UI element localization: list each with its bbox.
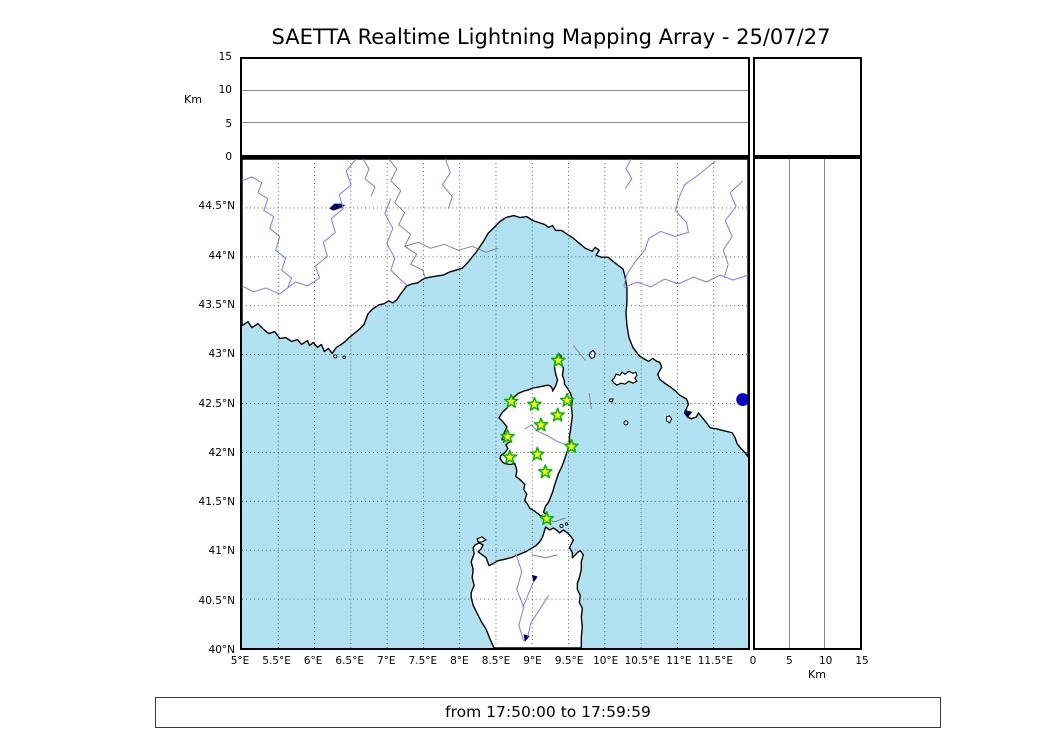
longitude-tick-label: 7.5°E <box>408 655 438 667</box>
altitude-longitude-panel <box>240 57 750 157</box>
river-alpine-1 <box>362 159 376 197</box>
island-giglio <box>666 415 673 424</box>
station-star-marker <box>550 407 565 422</box>
longitude-tick-label: 11°E <box>666 655 692 667</box>
longitude-tick-label: 8.5°E <box>481 655 511 667</box>
island-hyeres-2 <box>342 355 346 360</box>
island-hyeres-1 <box>333 354 338 359</box>
maritime-line-bonifacio-2 <box>531 554 558 559</box>
station-star-marker <box>564 438 579 453</box>
page-title: SAETTA Realtime Lightning Mapping Array … <box>271 25 831 49</box>
river-sardinia-2 <box>527 595 549 638</box>
lightning-source-dots <box>736 393 748 407</box>
altitude-tick-label-top: 5 <box>225 117 232 130</box>
longitude-tick-label: 10°E <box>593 655 619 667</box>
lightning-source-dot <box>736 393 748 407</box>
altitude-gridline-5km <box>242 122 748 123</box>
altitude-tick-label-top: 15 <box>218 51 232 63</box>
longitude-tick-label: 10.5°E <box>624 655 660 667</box>
longitude-tick-label: 8°E <box>450 655 469 667</box>
latitude-tick-label: 42°N <box>208 446 235 459</box>
island-pianosa <box>608 398 614 403</box>
altitude-tick-label-top: 10 <box>218 84 232 97</box>
island-montecristo <box>623 420 629 426</box>
longitude-tick-label: 5.5°E <box>262 655 291 667</box>
river-sardinia-3 <box>522 581 535 608</box>
station-star-marker <box>551 352 566 367</box>
river-tuscany-3 <box>624 159 633 190</box>
river-var <box>384 198 408 286</box>
river-golo-corsica <box>524 424 570 447</box>
lake-serre-poncon <box>329 203 346 211</box>
latitude-tick-label: 40.5°N <box>198 594 235 607</box>
station-star-marker <box>538 464 553 479</box>
corner-panel <box>753 57 862 157</box>
altitude-tick-label-right: 10 <box>818 655 833 667</box>
altitude-latitude-panel <box>753 157 862 650</box>
map-canvas <box>242 159 748 648</box>
latitude-tick-label: 44.5°N <box>198 200 235 213</box>
river-durance-west <box>242 176 293 295</box>
station-star-marker <box>502 449 518 464</box>
borders <box>388 159 592 559</box>
altitude-gridline-5km <box>789 159 790 648</box>
station-star-marker <box>529 446 545 461</box>
time-range-text: from 17:50:00 to 17:59:59 <box>445 703 651 721</box>
altitude-axis-label-top: Km <box>184 93 202 106</box>
longitude-tick-label: 9.5°E <box>554 655 584 667</box>
station-star-marker <box>533 417 549 432</box>
altitude-gridline-10km <box>242 90 748 91</box>
river-alpine-2 <box>441 159 453 209</box>
maritime-line-east <box>588 393 592 410</box>
latitude-tick-label: 43°N <box>208 348 235 361</box>
latitude-tick-label: 41.5°N <box>198 496 235 509</box>
station-star-marker <box>539 511 555 526</box>
border-france-italy <box>388 159 426 279</box>
altitude-tick-label-right: 5 <box>785 655 793 667</box>
station-markers <box>500 352 579 526</box>
island-asinara <box>476 536 488 543</box>
lake-coghinas <box>531 574 538 583</box>
station-star-marker <box>559 392 575 407</box>
island-maddalena-1 <box>559 523 564 529</box>
river-arno <box>623 274 748 289</box>
longitude-tick-label: 6.5°E <box>335 655 364 667</box>
lake-orbetello-lagoon <box>684 409 693 418</box>
maritime-line-capcorse <box>573 345 586 361</box>
station-star-marker <box>500 429 515 444</box>
altitude-tick-label-right: 15 <box>855 655 869 667</box>
coastline-continent <box>242 159 748 458</box>
latitude-tick-label: 43.5°N <box>198 298 235 311</box>
longitude-tick-label: 6°E <box>303 655 323 667</box>
river-sardinia-1 <box>515 553 525 642</box>
island-elba <box>611 370 638 386</box>
river-tuscany-2 <box>722 180 744 279</box>
map-panel <box>240 157 750 650</box>
longitude-tick-label: 11.5°E <box>697 655 734 667</box>
river-tuscany-1 <box>623 160 716 287</box>
river-durance <box>287 159 357 289</box>
longitude-tick-label: 5°E <box>230 655 250 667</box>
station-star-marker <box>527 396 542 411</box>
latitude-tick-label: 40°N <box>208 644 235 656</box>
station-star-marker <box>503 393 519 408</box>
coastline-corsica <box>498 352 574 519</box>
longitude-tick-label: 9°E <box>523 655 542 667</box>
altitude-gridline-10km <box>824 159 825 648</box>
latitude-tick-label: 44°N <box>208 249 235 262</box>
rivers <box>242 159 748 642</box>
border-liguria-branch <box>404 241 499 253</box>
island-maddalena-2 <box>564 522 569 526</box>
time-range-box: from 17:50:00 to 17:59:59 <box>155 697 941 728</box>
altitude-tick-label-top: 0 <box>225 151 232 163</box>
latitude-tick-label: 41°N <box>208 545 235 558</box>
altitude-tick-label-right: 0 <box>749 655 757 667</box>
longitude-tick-label: 7°E <box>376 655 396 667</box>
coastline-sardinia <box>470 526 584 648</box>
altitude-axis-label-right: Km <box>808 668 826 681</box>
latitude-tick-label: 42.5°N <box>198 397 235 410</box>
